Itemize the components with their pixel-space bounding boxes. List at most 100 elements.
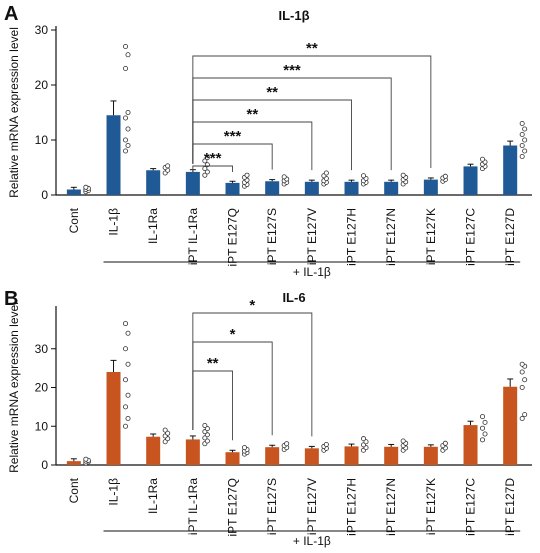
bar <box>344 181 359 195</box>
data-point <box>482 431 488 437</box>
bar <box>344 446 359 465</box>
data-point <box>125 330 131 336</box>
category-label: iPT E127H <box>345 208 359 266</box>
data-point <box>480 414 486 420</box>
data-point <box>125 52 131 58</box>
bar <box>185 171 200 195</box>
data-point <box>522 137 528 143</box>
category-label: iPT E127H <box>345 478 359 536</box>
y-tick-label: 10 <box>35 419 49 433</box>
panel-a: A IL-1β Relative mRNA expression level +… <box>4 3 532 279</box>
data-point <box>165 430 171 436</box>
bar <box>265 447 280 465</box>
data-point <box>482 419 488 425</box>
data-point <box>162 439 168 445</box>
data-point <box>519 131 525 137</box>
data-point <box>162 427 168 433</box>
treatment-label-b: + IL-1β <box>293 534 331 548</box>
data-point <box>125 392 131 398</box>
category-label: iPT E127N <box>384 208 398 266</box>
y-tick-label: 20 <box>35 78 49 92</box>
data-point <box>123 377 129 383</box>
data-point <box>519 142 525 148</box>
y-tick-label: 20 <box>35 381 49 395</box>
bar <box>66 189 81 195</box>
significance-label: ** <box>207 355 219 372</box>
data-point <box>400 438 406 444</box>
category-label: IL-1Ra <box>146 208 160 244</box>
data-point <box>519 121 525 127</box>
data-point <box>83 184 89 190</box>
data-point <box>519 415 525 421</box>
data-point <box>323 441 329 447</box>
data-point <box>204 169 210 175</box>
y-tick-label: 10 <box>35 133 49 147</box>
significance-label: ** <box>306 40 318 57</box>
data-point <box>123 423 129 429</box>
data-point <box>519 361 525 367</box>
significance-bracket <box>192 55 432 168</box>
data-point <box>244 172 250 178</box>
bar <box>265 181 280 195</box>
data-point <box>165 163 171 169</box>
y-axis-label-a: Relative mRNA expression level <box>7 27 21 198</box>
treatment-label-a: + IL-1β <box>293 265 331 279</box>
chart-title-il6: IL-6 <box>282 290 305 305</box>
data-point <box>242 445 248 451</box>
bar <box>106 115 121 195</box>
data-point <box>123 115 129 121</box>
significance-label: ** <box>247 106 259 123</box>
data-point <box>204 155 210 161</box>
category-label: iPT E127C <box>464 478 478 536</box>
data-point <box>125 361 131 367</box>
data-point <box>480 425 486 431</box>
data-point <box>361 442 367 448</box>
significance-bracket <box>192 370 233 441</box>
data-point <box>125 142 131 148</box>
data-point <box>522 126 528 132</box>
category-label: iPT E127N <box>384 478 398 536</box>
category-label: iPT E127K <box>424 478 438 535</box>
y-tick-label: 30 <box>35 342 49 356</box>
data-point <box>519 369 525 375</box>
data-point <box>123 321 129 327</box>
data-point <box>125 126 131 132</box>
category-label: iPT IL-1Ra <box>186 478 200 535</box>
data-point <box>519 153 525 159</box>
category-label: iPT IL-1Ra <box>186 208 200 265</box>
data-point <box>204 432 210 438</box>
bar <box>463 166 478 195</box>
bar <box>66 461 81 465</box>
data-point <box>522 412 528 418</box>
category-label: Cont <box>67 477 81 503</box>
data-point <box>202 429 208 435</box>
bar <box>503 386 518 465</box>
data-point <box>202 166 208 172</box>
bar <box>146 170 161 195</box>
data-point <box>202 158 208 164</box>
panel-letter-b: B <box>4 288 18 310</box>
panel-b: B IL-6 Relative mRNA expression level + … <box>4 288 532 548</box>
data-point <box>522 377 528 383</box>
significance-label: * <box>249 297 255 314</box>
bar <box>423 179 438 195</box>
bar <box>225 182 240 195</box>
category-label: iPT E127C <box>464 208 478 266</box>
data-point <box>204 426 210 432</box>
bar <box>384 181 399 195</box>
data-point <box>480 156 486 162</box>
category-label: iPT E127D <box>503 478 517 536</box>
panel-letter-a: A <box>4 3 18 25</box>
data-point <box>519 384 525 390</box>
category-label: iPT E127Q <box>226 478 240 536</box>
data-point <box>202 172 208 178</box>
data-point <box>123 404 129 410</box>
y-tick-label: 30 <box>35 23 49 37</box>
bar <box>304 448 319 465</box>
data-point <box>202 422 208 428</box>
data-point <box>202 435 208 441</box>
y-tick-label: 0 <box>41 458 48 472</box>
bar <box>185 439 200 465</box>
y-tick-label: 0 <box>41 188 48 202</box>
